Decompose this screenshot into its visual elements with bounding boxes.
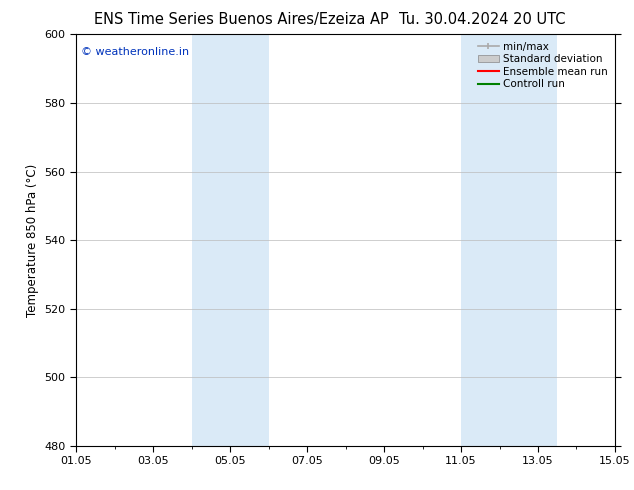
- Text: © weatheronline.in: © weatheronline.in: [81, 47, 190, 57]
- Text: ENS Time Series Buenos Aires/Ezeiza AP: ENS Time Series Buenos Aires/Ezeiza AP: [94, 12, 388, 27]
- Bar: [461, 34, 557, 446]
- Text: Tu. 30.04.2024 20 UTC: Tu. 30.04.2024 20 UTC: [399, 12, 565, 27]
- Legend: min/max, Standard deviation, Ensemble mean run, Controll run: min/max, Standard deviation, Ensemble me…: [476, 40, 610, 92]
- Bar: [191, 34, 269, 446]
- Y-axis label: Temperature 850 hPa (°C): Temperature 850 hPa (°C): [26, 164, 39, 317]
